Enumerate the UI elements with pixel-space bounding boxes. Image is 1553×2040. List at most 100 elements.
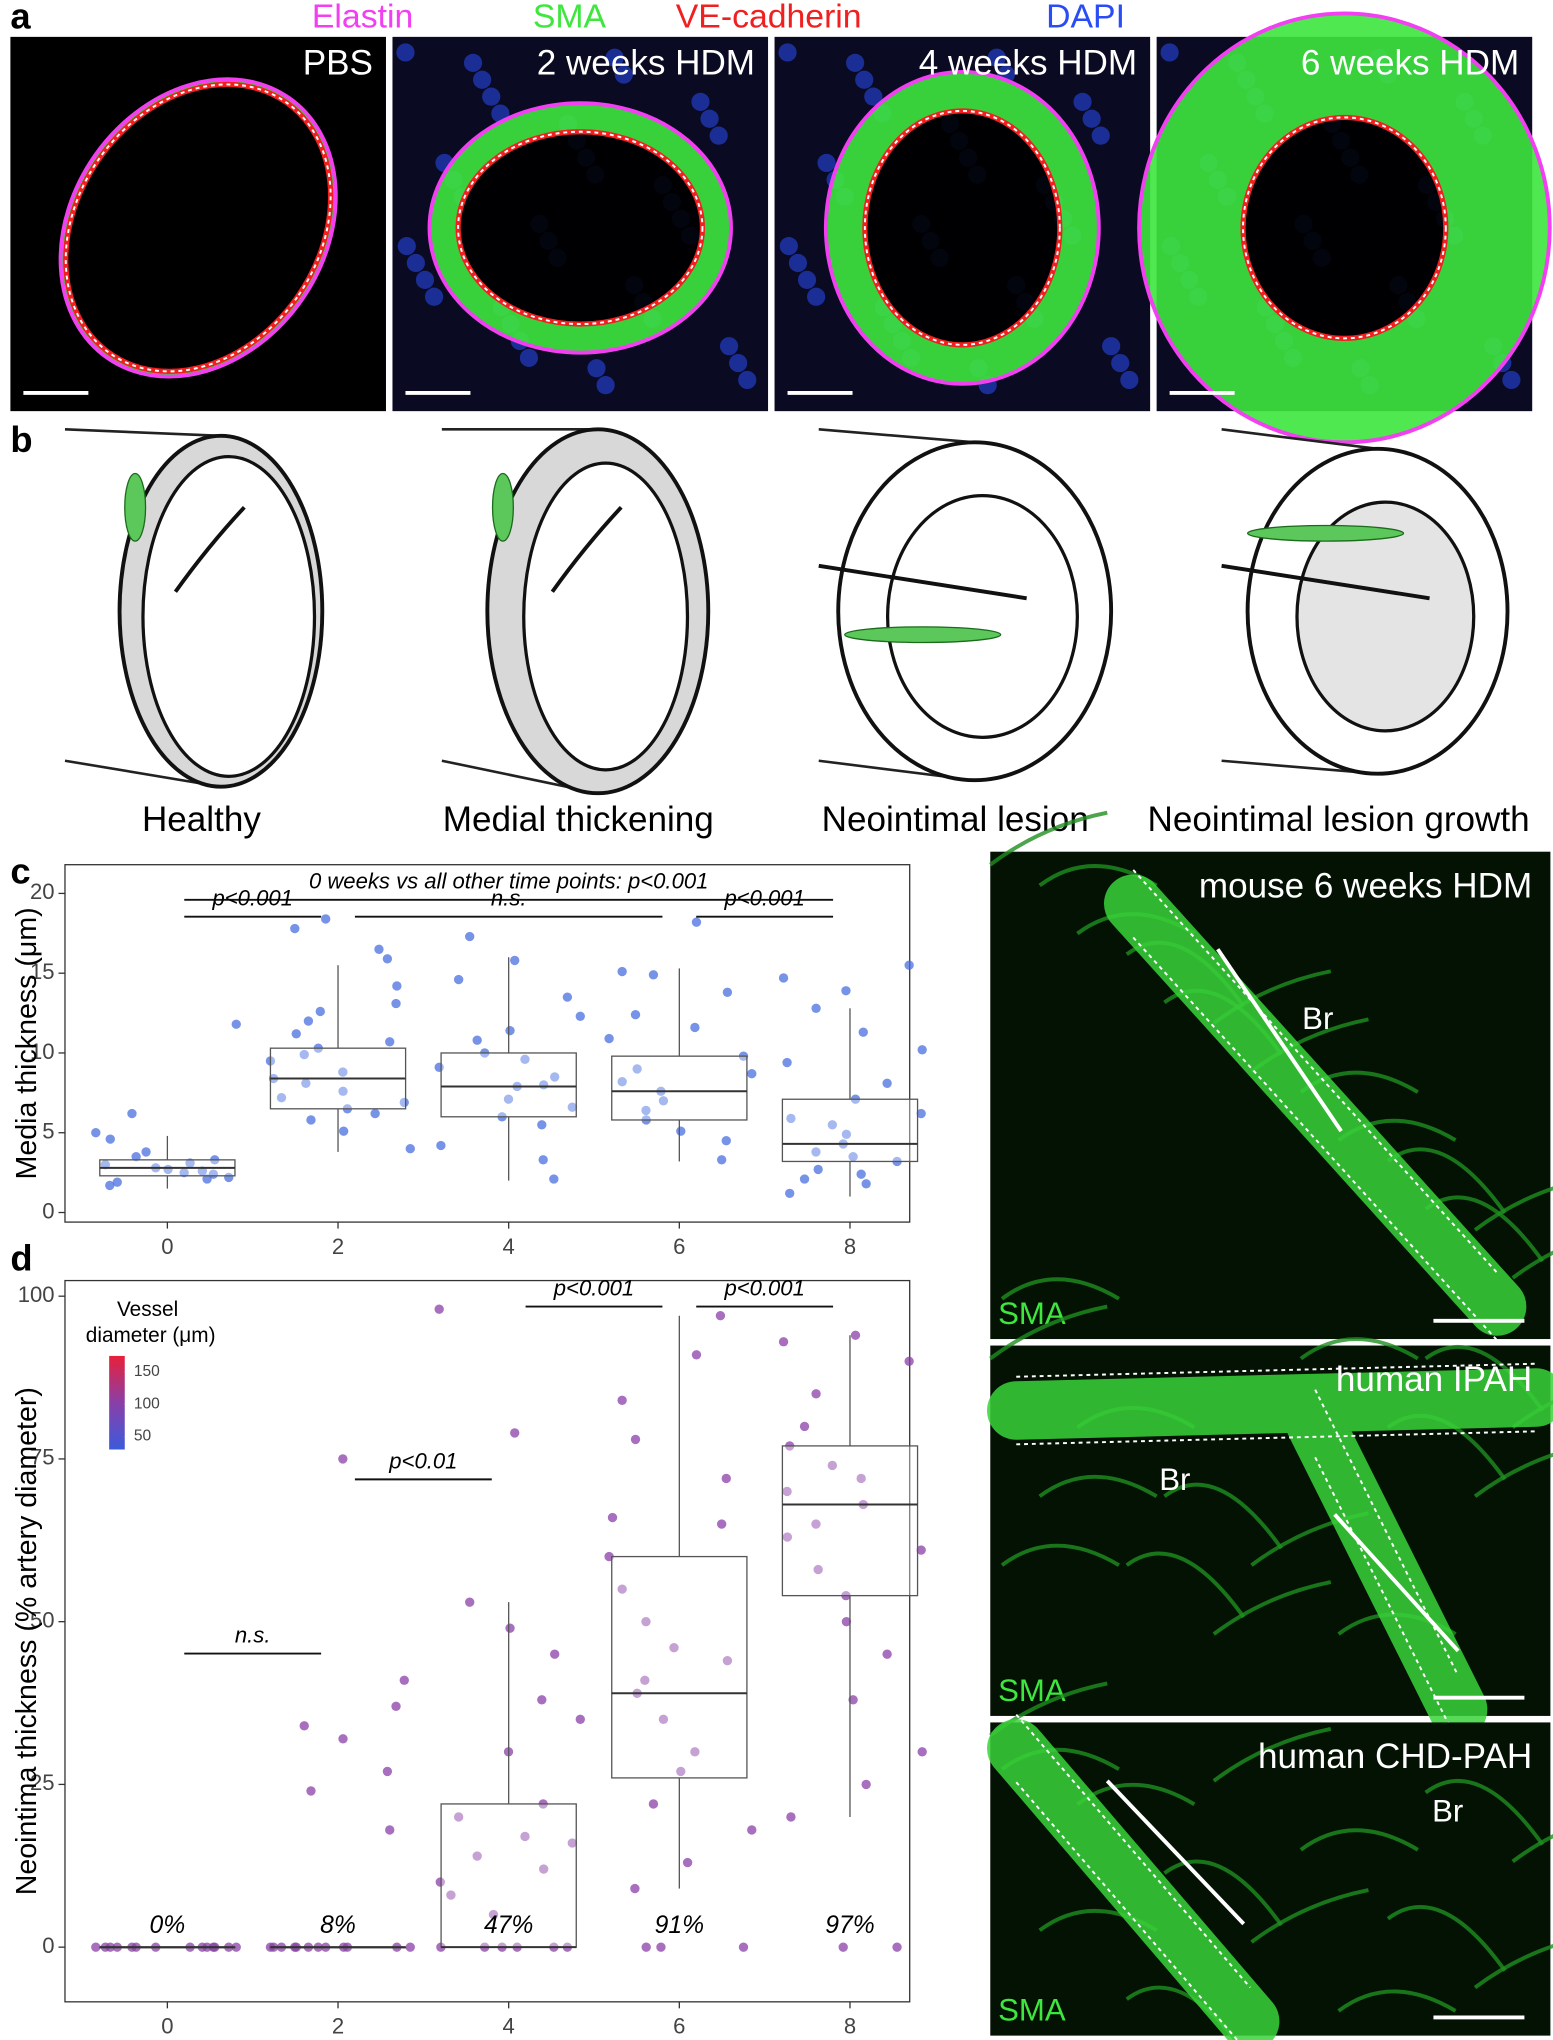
data-point [131, 1151, 141, 1162]
nucleus [709, 126, 728, 145]
data-point [722, 1656, 733, 1666]
data-point [640, 1675, 650, 1685]
region-label: Br [1302, 1001, 1333, 1036]
data-point [630, 1883, 640, 1894]
data-point [510, 1428, 520, 1438]
box [611, 1055, 748, 1121]
data-point [716, 1519, 727, 1529]
data-point [301, 1078, 311, 1088]
vessel-branch [1125, 1551, 1246, 1619]
percent-label: 97% [825, 1912, 874, 1939]
data-point [691, 1350, 702, 1360]
data-point [882, 1649, 892, 1659]
nucleus [788, 253, 808, 273]
data-point [617, 1395, 627, 1406]
data-point [435, 1877, 445, 1887]
data-point [105, 1180, 115, 1191]
data-point [691, 917, 702, 927]
data-point [715, 1311, 726, 1321]
nucleus [846, 53, 865, 72]
data-point [799, 1174, 810, 1184]
data-point [786, 1113, 796, 1124]
data-point [537, 1120, 547, 1130]
data-point [716, 1155, 727, 1165]
nucleus [807, 287, 826, 306]
nucleus [729, 353, 748, 373]
data-point [434, 1304, 444, 1314]
image-title: mouse 6 weeks HDM [1199, 866, 1532, 905]
data-point [799, 1421, 810, 1432]
nucleus [1111, 353, 1130, 373]
inner-wall [141, 455, 317, 778]
data-point [782, 1532, 793, 1542]
region-label: Br [1159, 1462, 1190, 1497]
data-point [722, 987, 733, 998]
data-point [453, 1812, 464, 1822]
data-point [567, 1838, 577, 1848]
data-point [648, 970, 659, 980]
y-tick-label: 20 [30, 879, 55, 904]
data-point [562, 992, 573, 1002]
data-point [856, 1169, 866, 1179]
data-point [811, 1003, 821, 1013]
outline [1016, 1362, 1537, 1677]
colorbar [109, 1355, 125, 1450]
nucleus [719, 337, 739, 356]
data-point [648, 1799, 659, 1809]
data-point [721, 1136, 731, 1146]
vessel-branch [1163, 1482, 1283, 1550]
micrograph-panel: mouse 6 weeks HDM Br SMA [989, 810, 1553, 1342]
nucleus [397, 237, 416, 256]
data-point [290, 923, 300, 934]
data-point [399, 1675, 409, 1685]
data-point [641, 1616, 651, 1627]
data-point [391, 998, 401, 1009]
data-point [567, 1102, 577, 1112]
data-point [453, 974, 464, 985]
nucleus [987, 48, 1006, 67]
data-point [917, 1045, 927, 1055]
plot-frame [64, 864, 911, 1223]
data-point [811, 1147, 821, 1157]
vessel-elastin [823, 70, 1101, 386]
data-point [669, 1643, 679, 1653]
data-point [630, 1434, 641, 1445]
box [440, 1803, 577, 1948]
data-point [231, 1019, 241, 1029]
vessel-branch [1212, 1727, 1332, 1783]
nucleus [700, 109, 719, 128]
comparison-label: p<0.001 [553, 1275, 634, 1300]
data-point [141, 1147, 151, 1157]
panel-letter: d [10, 1238, 32, 1279]
data-point [338, 1086, 348, 1096]
outline [1015, 1713, 1251, 1989]
data-point [682, 1857, 693, 1868]
panel-letter: c [10, 850, 30, 891]
percent-label: 91% [655, 1912, 704, 1939]
data-point [882, 1078, 892, 1088]
y-axis-label: Media thickness (μm) [11, 907, 43, 1179]
data-point [112, 1177, 122, 1187]
nucleus [1073, 92, 1092, 111]
arrow [818, 563, 1027, 601]
data-point [827, 1460, 838, 1471]
nucleus [864, 87, 883, 106]
vessel-branch [1000, 1277, 1120, 1301]
y-tick-label: 10 [30, 1039, 55, 1064]
vessel-branch [1386, 1147, 1507, 1215]
diagram-label: Neointimal lesion growth [1147, 800, 1529, 839]
data-point [782, 1057, 792, 1068]
vessel-media [1139, 13, 1550, 443]
nucleus [406, 253, 425, 273]
data-point [782, 1486, 792, 1497]
data-point [291, 1029, 301, 1039]
data-point [224, 1172, 234, 1183]
data-point [848, 1151, 858, 1162]
data-point [472, 1851, 482, 1861]
micrograph [990, 1722, 1551, 2036]
nucleus [415, 270, 435, 289]
data-point [91, 1942, 101, 1952]
comparison-label: p<0.001 [211, 886, 292, 911]
outline [64, 83, 332, 373]
